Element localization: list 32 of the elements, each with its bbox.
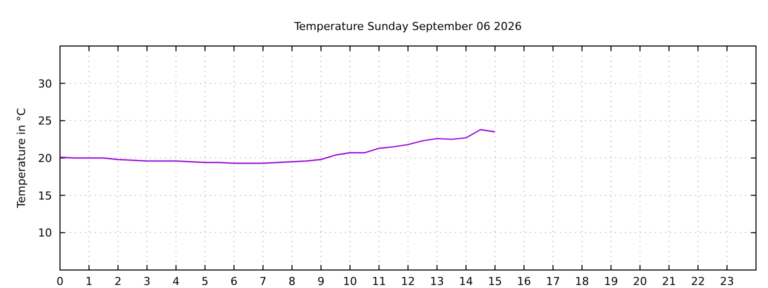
x-tick-label: 21: [662, 275, 676, 288]
chart-title: Temperature Sunday September 06 2026: [293, 20, 522, 33]
x-tick-label: 2: [114, 275, 122, 288]
x-tick-label: 4: [172, 275, 180, 288]
line-series: [59, 129, 496, 164]
x-tick-label: 7: [260, 275, 266, 288]
y-tick-label: 25: [38, 114, 52, 128]
x-tick-label: 17: [546, 275, 560, 288]
x-tick-label: 1: [86, 275, 92, 288]
y-tick-label: 15: [38, 189, 52, 202]
x-tick-label: 22: [691, 275, 705, 288]
x-tick-label: 16: [517, 275, 531, 288]
x-tick-label: 19: [604, 275, 618, 288]
x-tick-label: 0: [56, 275, 64, 288]
x-tick-label: 3: [144, 275, 150, 288]
x-tick-label: 13: [430, 275, 444, 288]
x-tick-label: 18: [575, 275, 589, 288]
x-tick-label: 9: [318, 275, 324, 288]
x-tick-label: 23: [720, 275, 734, 288]
y-tick-label: 30: [38, 77, 52, 90]
y-axis-title: Temperature in °C: [15, 108, 28, 209]
y-tick-label: 20: [38, 152, 52, 165]
x-tick-label: 8: [288, 275, 296, 288]
x-tick-label: 20: [633, 275, 647, 288]
x-tick-label: 11: [372, 275, 386, 288]
x-tick-label: 14: [459, 275, 473, 288]
y-tick-label: 10: [38, 226, 52, 240]
x-tick-label: 5: [202, 275, 208, 288]
x-tick-label: 6: [230, 275, 238, 288]
x-tick-label: 15: [488, 275, 502, 288]
x-tick-label: 12: [401, 275, 415, 288]
x-tick-label: 10: [343, 275, 357, 288]
